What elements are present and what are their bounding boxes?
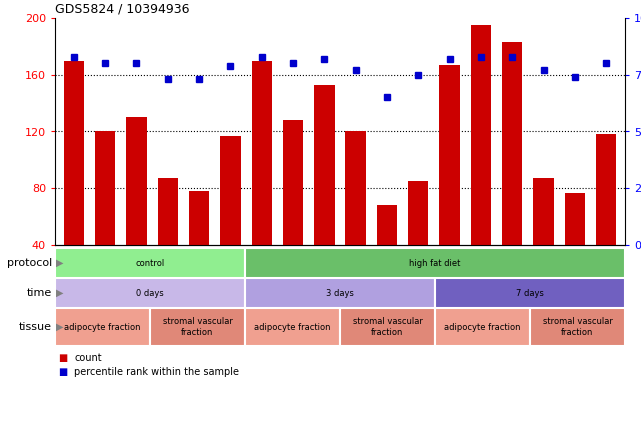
- Bar: [435, 278, 625, 308]
- Bar: [377, 205, 397, 245]
- Bar: [435, 308, 530, 346]
- Text: 3 days: 3 days: [326, 288, 354, 297]
- Bar: [189, 191, 209, 245]
- Text: adipocyte fraction: adipocyte fraction: [64, 322, 141, 332]
- Text: adipocyte fraction: adipocyte fraction: [444, 322, 520, 332]
- Bar: [55, 308, 150, 346]
- Text: ■: ■: [58, 353, 67, 363]
- Bar: [245, 248, 625, 278]
- Text: protocol: protocol: [6, 258, 52, 268]
- Bar: [245, 308, 340, 346]
- Bar: [55, 278, 245, 308]
- Bar: [158, 179, 178, 245]
- Text: count: count: [74, 353, 102, 363]
- Text: stromal vascular
fraction: stromal vascular fraction: [542, 317, 612, 337]
- Bar: [221, 136, 240, 245]
- Text: control: control: [135, 258, 165, 267]
- Bar: [245, 278, 435, 308]
- Bar: [314, 85, 335, 245]
- Bar: [345, 132, 366, 245]
- Bar: [530, 308, 625, 346]
- Bar: [55, 248, 245, 278]
- Bar: [63, 60, 84, 245]
- Bar: [565, 192, 585, 245]
- Text: ▶: ▶: [56, 288, 64, 298]
- Bar: [95, 132, 115, 245]
- Bar: [150, 308, 245, 346]
- Text: stromal vascular
fraction: stromal vascular fraction: [163, 317, 233, 337]
- Bar: [340, 308, 435, 346]
- Bar: [251, 60, 272, 245]
- Text: percentile rank within the sample: percentile rank within the sample: [74, 367, 239, 377]
- Text: time: time: [26, 288, 52, 298]
- Bar: [408, 181, 428, 245]
- Text: stromal vascular
fraction: stromal vascular fraction: [353, 317, 422, 337]
- Text: high fat diet: high fat diet: [410, 258, 461, 267]
- Text: 7 days: 7 days: [516, 288, 544, 297]
- Text: 0 days: 0 days: [136, 288, 164, 297]
- Text: tissue: tissue: [19, 322, 52, 332]
- Bar: [126, 117, 147, 245]
- Text: ▶: ▶: [56, 322, 64, 332]
- Bar: [502, 42, 522, 245]
- Bar: [596, 135, 617, 245]
- Bar: [533, 179, 554, 245]
- Text: GDS5824 / 10394936: GDS5824 / 10394936: [55, 2, 190, 15]
- Text: adipocyte fraction: adipocyte fraction: [254, 322, 331, 332]
- Bar: [283, 120, 303, 245]
- Bar: [440, 65, 460, 245]
- Text: ■: ■: [58, 367, 67, 377]
- Text: ▶: ▶: [56, 258, 64, 268]
- Bar: [470, 25, 491, 245]
